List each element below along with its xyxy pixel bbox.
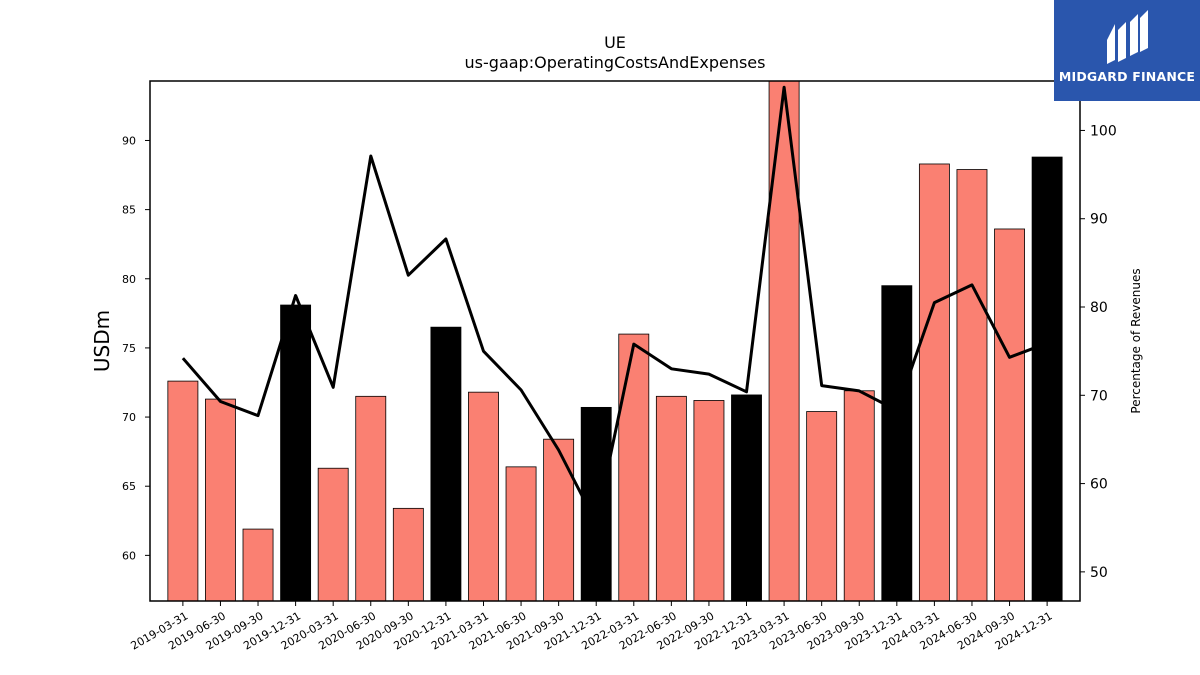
y2-tick-label: 50 [1090,565,1108,581]
chart-subtitle: us-gaap:OperatingCostsAndExpenses [465,53,766,72]
bar [655,395,687,602]
brand-logo: MIDGARD FINANCE [1054,0,1200,101]
bar-group [167,80,1063,602]
bar [205,398,236,602]
bar [956,169,988,602]
chart-title: UE [604,33,626,52]
bar [693,400,725,602]
y-tick-label: 75 [122,342,136,355]
bar [392,507,424,602]
bar [806,411,838,602]
bar [994,228,1025,602]
bar [843,390,875,602]
y-tick-label: 70 [122,411,136,424]
y2-tick-label: 80 [1090,300,1108,316]
y-tick-label: 60 [122,549,136,562]
bar [468,391,499,602]
y-tick-label: 80 [122,273,136,286]
bar [280,304,312,602]
line-group [181,85,1048,525]
y-tick-label: 65 [122,480,136,493]
bar [505,466,537,602]
bar [167,380,199,602]
bar [1031,156,1063,602]
bar [317,467,349,602]
y2-axis-label: Percentage of Revenues [1129,268,1143,413]
y2-tick-label: 70 [1090,388,1108,404]
plot-frame [149,80,1081,602]
y2-tick-label: 60 [1090,477,1108,493]
y-axis-label: USDm [90,310,114,372]
y-tick-label: 90 [122,134,136,147]
y2-tick-label: 100 [1090,123,1117,139]
bar [355,395,387,602]
y-tick-label: 85 [122,204,136,217]
bar [731,394,762,602]
midgard-logo-icon [1107,10,1148,64]
brand-name: MIDGARD FINANCE [1058,69,1196,84]
y2-tick-label: 90 [1090,212,1108,228]
bar [618,333,650,602]
bar [881,285,913,602]
bar [430,326,462,602]
bar [543,438,575,602]
bar [918,163,950,602]
bar [242,528,274,602]
series-line [181,85,1048,525]
